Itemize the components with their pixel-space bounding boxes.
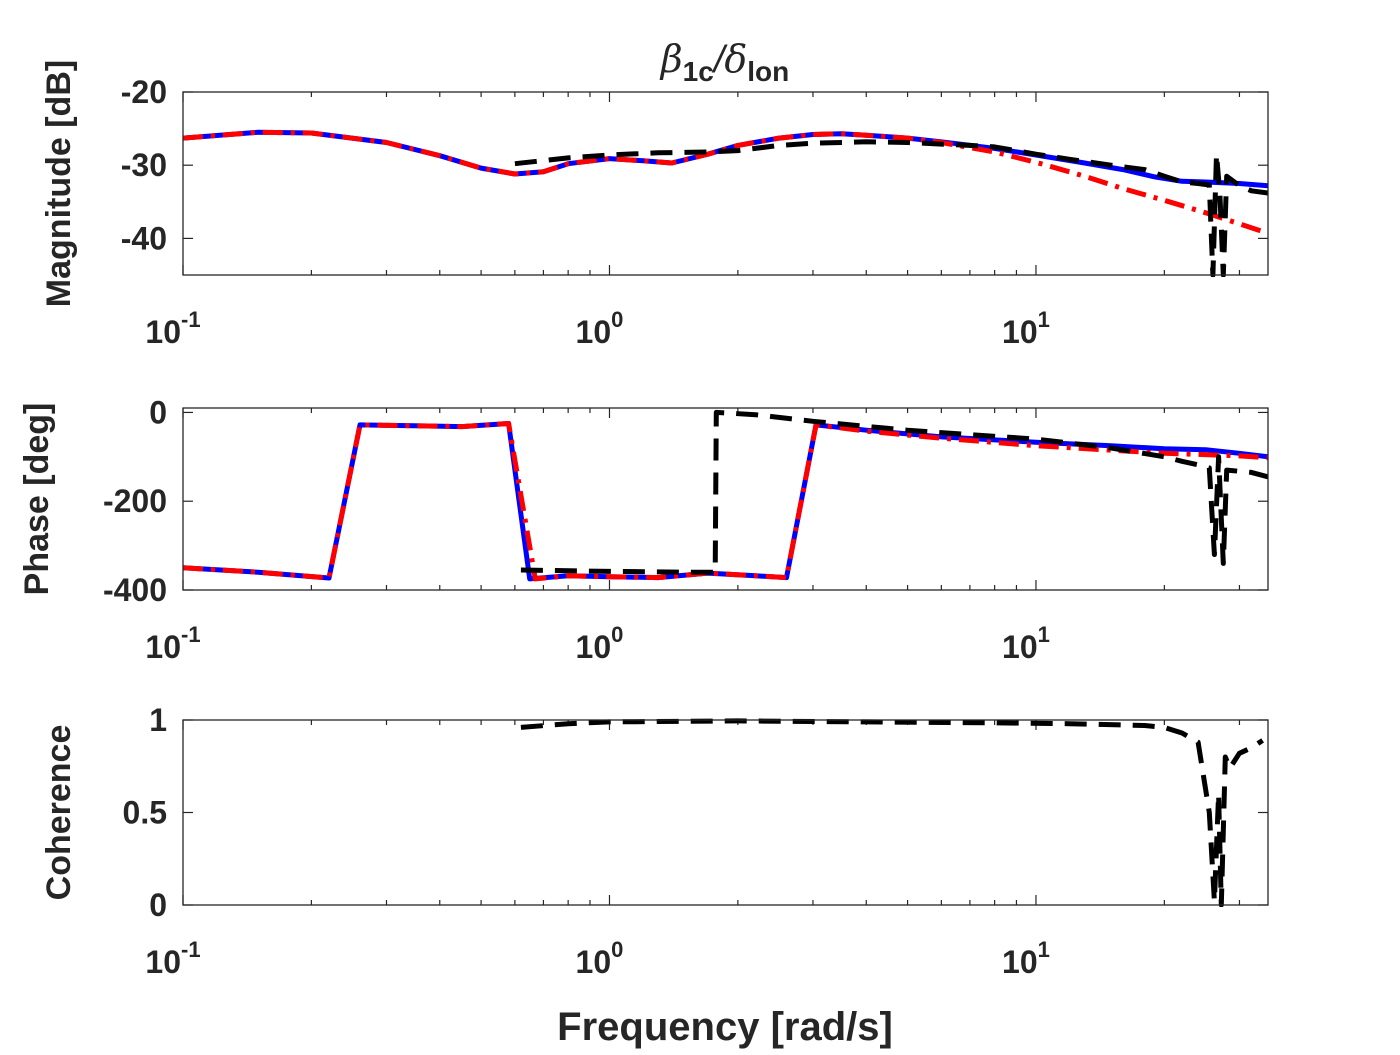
- coherence-panel: 10-1 100 101 0 0.5 1 Coherence: [40, 702, 1269, 980]
- magnitude-series-black: [514, 139, 1268, 277]
- magnitude-minor-ticks: [310, 92, 1241, 275]
- magnitude-series-red: [183, 129, 1268, 236]
- phase-axes-frame: [182, 407, 1269, 591]
- y-tick-label: 0.5: [123, 795, 167, 831]
- coherence-y-axis-label: Coherence: [40, 725, 78, 901]
- x-tick-label: 100: [576, 622, 624, 665]
- x-axis-label: Frequency [rad/s]: [557, 1005, 893, 1049]
- x-tick-label: 100: [576, 307, 624, 350]
- y-tick-label: -30: [121, 147, 167, 183]
- x-tick-label: 10-1: [145, 937, 200, 980]
- y-tick-label: 0: [149, 394, 167, 430]
- chart-title: β1c/δlon: [659, 37, 790, 87]
- y-tick-label: 1: [149, 702, 167, 738]
- y-tick-label: 0: [149, 887, 167, 923]
- phase-y-axis-label: Phase [deg]: [18, 403, 56, 596]
- y-tick-label: -400: [103, 572, 167, 608]
- x-tick-label: 100: [576, 937, 624, 980]
- magnitude-axes-frame: [182, 91, 1269, 276]
- x-tick-label: 101: [1002, 937, 1050, 980]
- coherence-axes-frame: [182, 719, 1269, 906]
- x-tick-label: 101: [1002, 622, 1050, 665]
- coherence-series-black: [520, 718, 1264, 907]
- magnitude-y-axis-label: Magnitude [dB]: [40, 60, 78, 307]
- x-tick-label: 10-1: [145, 307, 200, 350]
- magnitude-panel: 10-1 100 101 -20 -30 -40 Magnitude [dB]: [40, 60, 1269, 350]
- phase-panel: 10-1 100 101 0 -200 -400 Phase [deg]: [18, 394, 1269, 665]
- y-tick-label: -20: [121, 74, 167, 110]
- y-tick-label: -200: [103, 483, 167, 519]
- y-tick-label: -40: [121, 220, 167, 256]
- x-tick-label: 10-1: [145, 622, 200, 665]
- phase-series-black: [520, 409, 1268, 575]
- x-tick-label: 101: [1002, 307, 1050, 350]
